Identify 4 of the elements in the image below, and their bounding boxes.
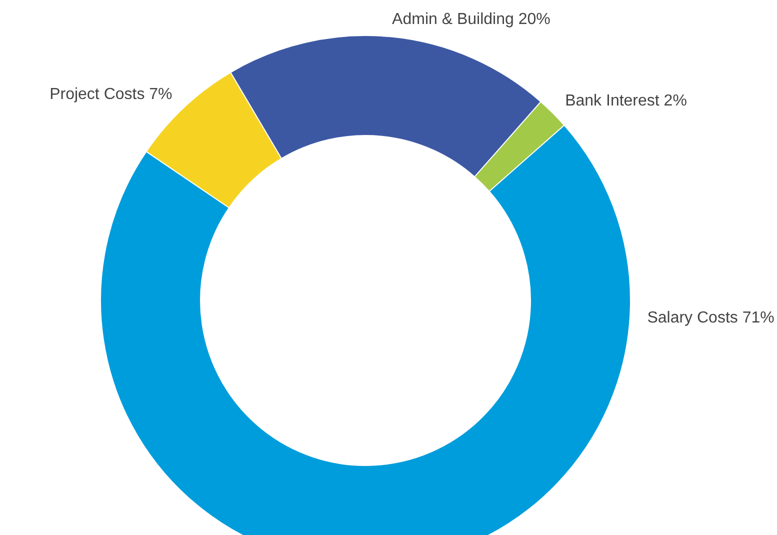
slice-label: Project Costs 7%: [50, 86, 172, 104]
slice-label: Salary Costs 71%: [647, 310, 774, 327]
slice-label: Bank Interest 2%: [565, 92, 687, 110]
slice-label: Admin & Building 20%: [392, 11, 550, 28]
